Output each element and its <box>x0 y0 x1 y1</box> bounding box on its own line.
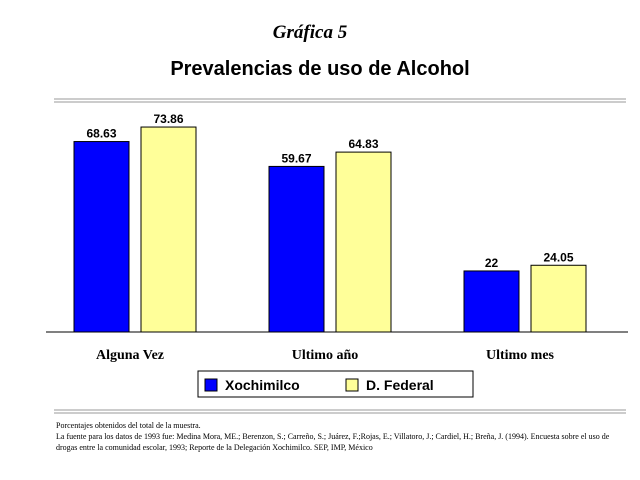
category-labels-layer: Alguna Vez Ultimo año Ultimo mes <box>96 348 555 363</box>
legend-box <box>197 370 474 398</box>
category-label-0: Alguna Vez <box>96 348 164 363</box>
bar-xochimilco-2 <box>463 270 520 333</box>
value-label-dfederal-1: 64.83 <box>348 137 378 151</box>
value-label-xochimilco-1: 59.67 <box>281 151 311 165</box>
legend-label-dfederal: D. Federal <box>366 377 434 393</box>
value-label-xochimilco-0: 68.63 <box>86 127 116 141</box>
bar-xochimilco-1 <box>268 165 325 333</box>
value-label-dfederal-2: 24.05 <box>543 250 573 264</box>
bars-layer <box>73 126 587 333</box>
footnote: Porcentajes obtenidos del total de la mu… <box>56 420 626 453</box>
legend: Xochimilco D. Federal <box>197 370 474 398</box>
chart-kicker: Gráfica 5 <box>273 22 348 43</box>
category-label-2: Ultimo mes <box>486 348 555 363</box>
legend-swatch-xochimilco <box>204 378 218 392</box>
value-labels-layer: 68.63 73.86 59.67 64.83 22 24.05 <box>86 112 573 270</box>
bar-dfederal-0 <box>140 126 197 333</box>
value-label-xochimilco-2: 22 <box>485 256 499 270</box>
legend-label-xochimilco: Xochimilco <box>225 377 300 393</box>
bar-dfederal-1 <box>335 151 392 333</box>
footnote-line-1: Porcentajes obtenidos del total de la mu… <box>56 421 201 430</box>
legend-swatch-dfederal <box>345 378 359 392</box>
category-label-1: Ultimo año <box>292 348 359 363</box>
footnote-line-2: La fuente para los datos de 1993 fue: Me… <box>56 432 610 452</box>
bar-dfederal-2 <box>530 264 587 333</box>
chart-title: Prevalencias de uso de Alcohol <box>170 58 469 80</box>
bar-xochimilco-0 <box>73 141 130 333</box>
value-label-dfederal-0: 73.86 <box>153 112 183 126</box>
